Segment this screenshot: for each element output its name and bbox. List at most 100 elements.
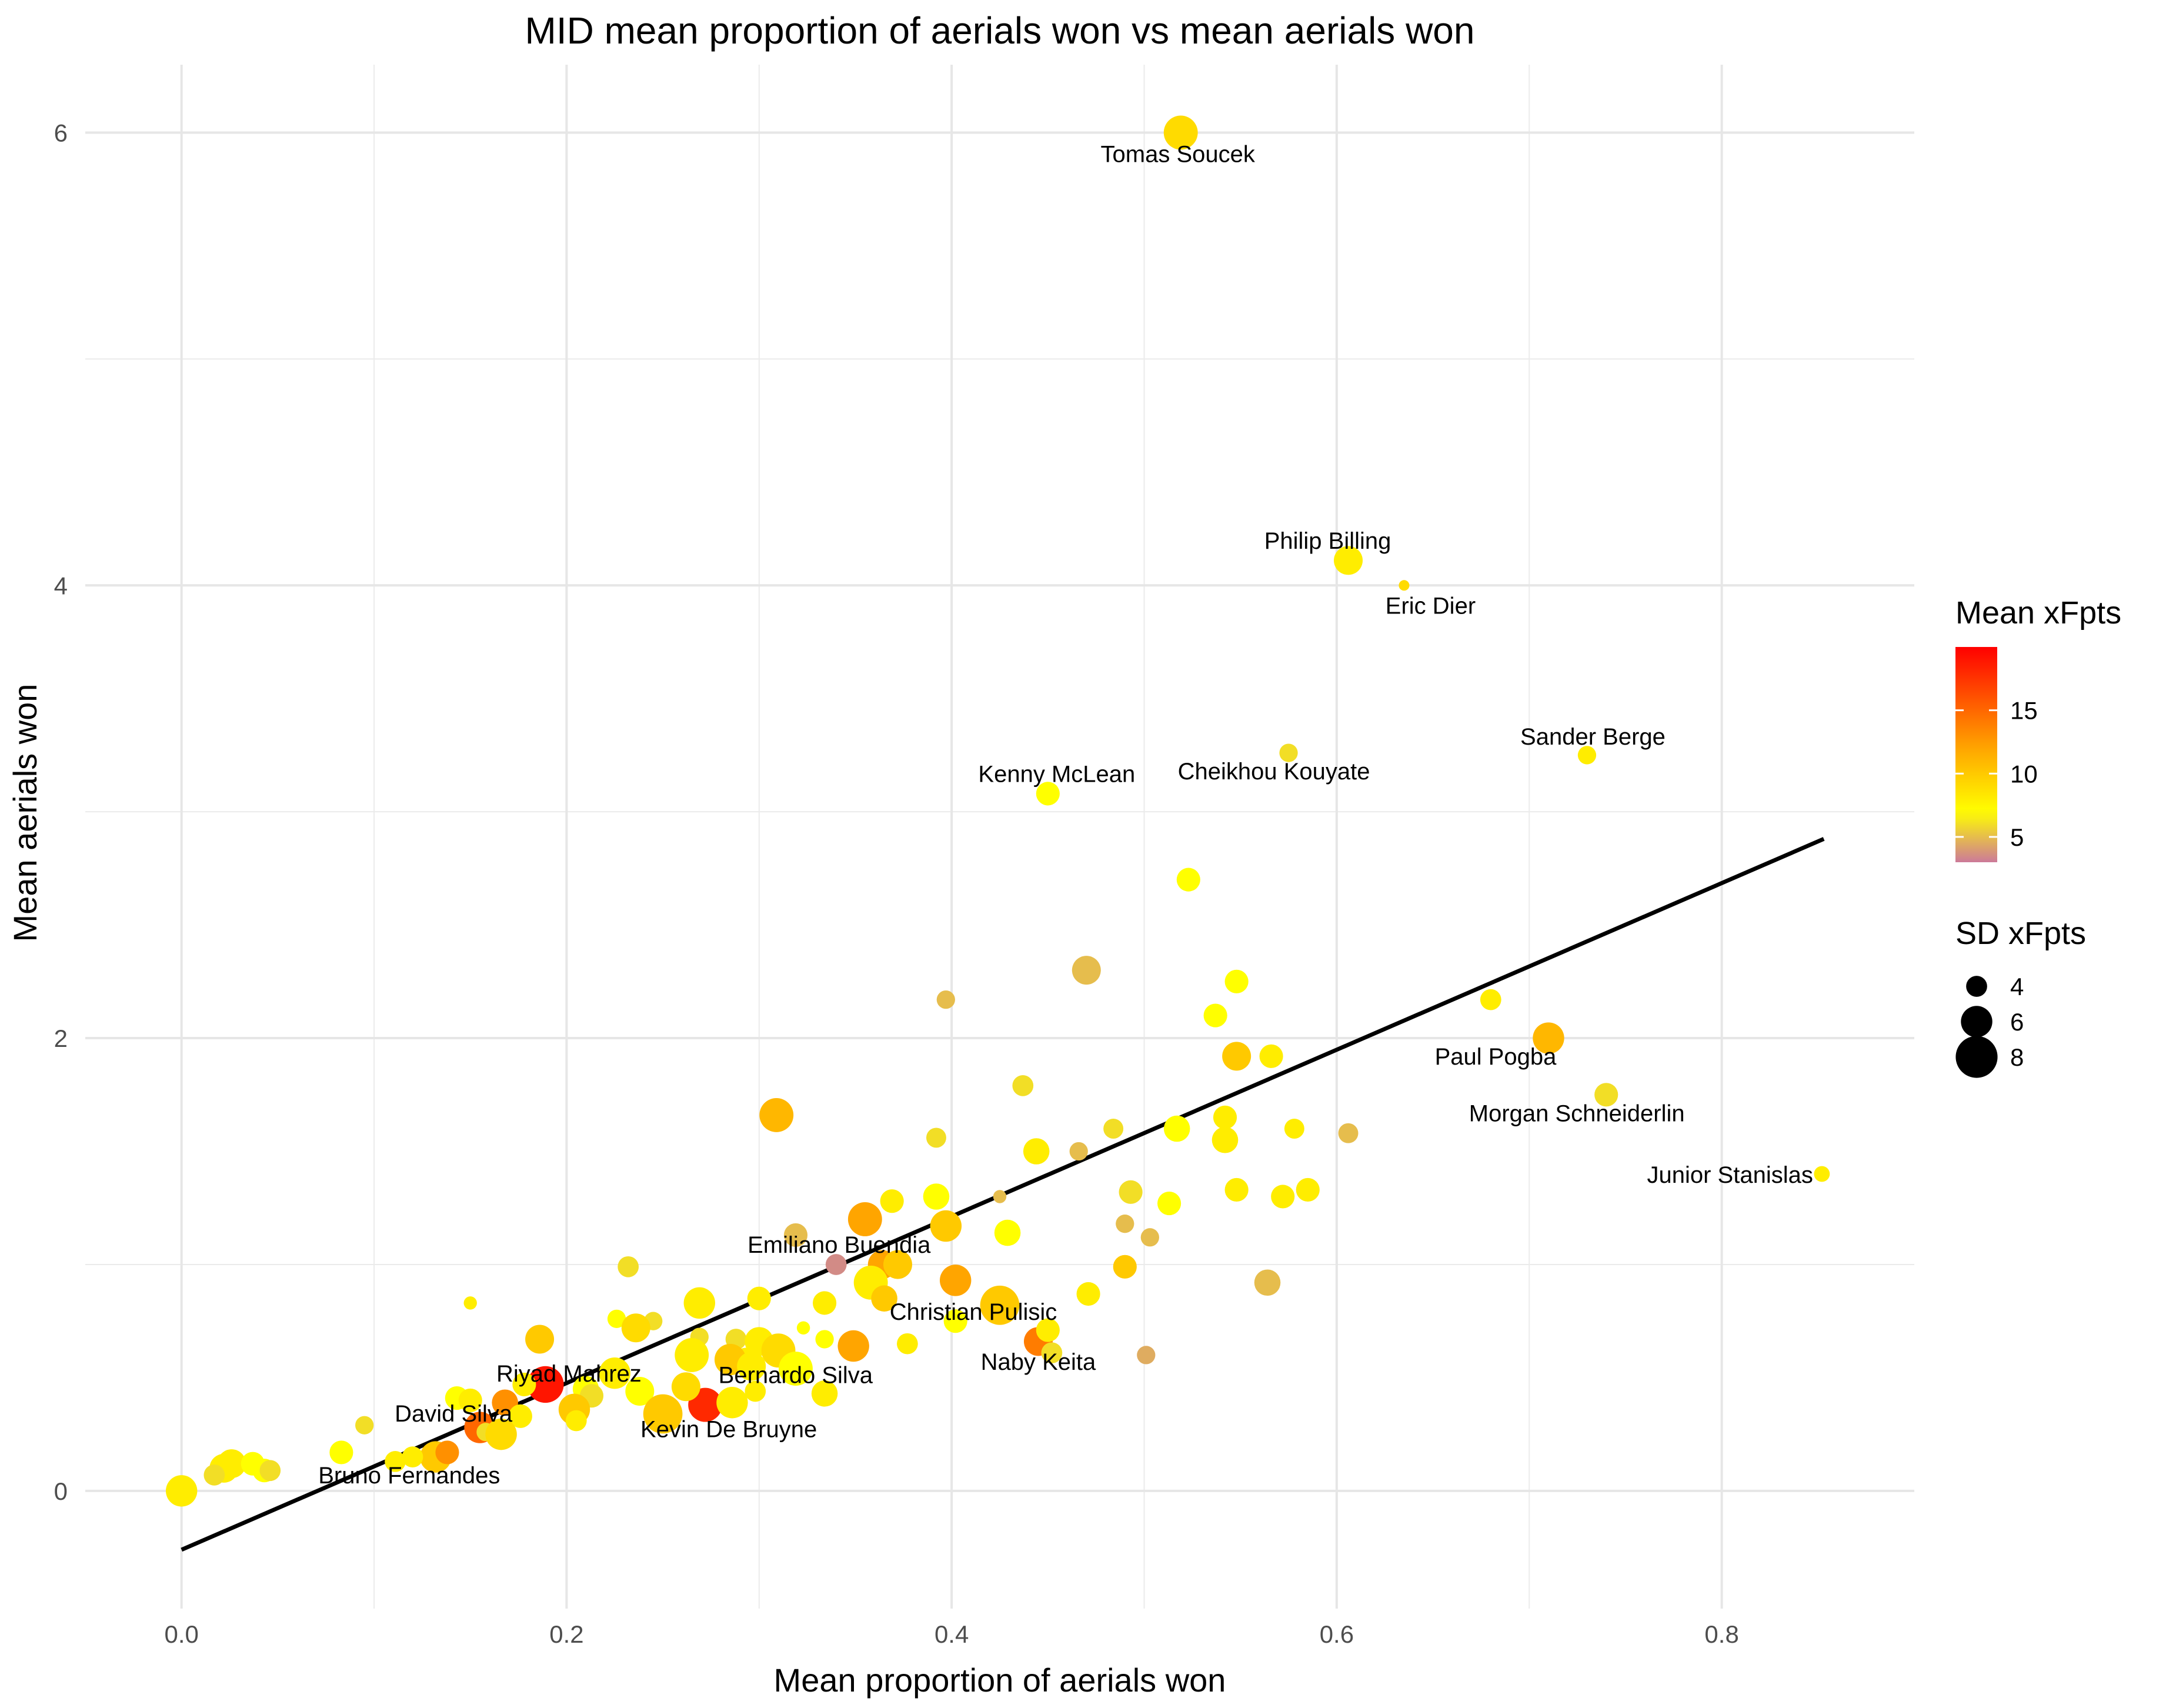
size-legend-label: 8	[2010, 1043, 2024, 1071]
point-label: Sander Berge	[1520, 724, 1666, 750]
data-point	[1814, 1166, 1830, 1182]
data-point	[943, 1309, 967, 1333]
data-point	[565, 1410, 587, 1432]
x-tick-label: 0.8	[1704, 1620, 1738, 1648]
point-label: Philip Billing	[1264, 528, 1391, 554]
size-legend: SD xFpts 4 6 8	[1955, 916, 2086, 1078]
data-point	[1533, 1022, 1564, 1054]
point-label: Riyad Mahrez	[496, 1361, 642, 1387]
x-tick-label: 0.0	[164, 1620, 198, 1648]
data-point	[1254, 1269, 1281, 1296]
colorbar-tick-label: 5	[2010, 823, 2024, 851]
data-point	[897, 1333, 918, 1355]
data-point	[435, 1440, 459, 1465]
data-point	[1069, 1142, 1088, 1161]
data-point	[621, 1313, 650, 1343]
y-tick-label: 6	[54, 119, 68, 146]
color-legend-bar	[1955, 647, 1997, 862]
data-point	[1116, 1215, 1134, 1233]
data-point	[1271, 1185, 1295, 1209]
data-point	[671, 1372, 700, 1402]
data-point	[1176, 868, 1200, 892]
data-point	[1284, 1119, 1304, 1139]
color-legend: Mean xFpts 5 10 15	[1955, 595, 2121, 862]
data-point	[926, 1127, 946, 1148]
data-point	[165, 1475, 198, 1507]
data-point	[625, 1376, 655, 1406]
point-label: Paul Pogba	[1435, 1044, 1557, 1070]
data-point	[1594, 1083, 1618, 1107]
data-point	[458, 1388, 482, 1412]
data-point	[463, 1296, 477, 1310]
data-point	[259, 1460, 281, 1482]
point-label: Tomas Soucek	[1101, 141, 1256, 167]
data-point	[825, 1254, 847, 1275]
data-point	[1203, 1003, 1227, 1028]
data-point	[203, 1465, 225, 1486]
data-point	[607, 1309, 626, 1328]
x-tick-label: 0.4	[935, 1620, 969, 1648]
data-point	[1213, 1105, 1237, 1129]
data-point	[1399, 580, 1410, 591]
data-point	[1222, 1042, 1251, 1071]
point-label: David Silva	[395, 1401, 513, 1427]
point-label: Eric Dier	[1386, 593, 1476, 619]
data-point	[1072, 956, 1101, 985]
point-label: Morgan Schneiderlin	[1469, 1100, 1685, 1126]
data-point	[930, 1210, 962, 1242]
point-label: Emiliano Buendia	[747, 1232, 931, 1258]
data-point	[1577, 746, 1597, 765]
data-point	[329, 1440, 353, 1465]
colorbar-tick-label: 10	[2010, 760, 2038, 788]
data-point	[993, 1190, 1007, 1203]
data-point	[1036, 782, 1060, 806]
data-point	[883, 1250, 912, 1279]
data-point	[813, 1291, 837, 1315]
data-point	[939, 1265, 972, 1296]
data-point	[675, 1337, 709, 1372]
x-axis-title: Mean proportion of aerials won	[774, 1662, 1226, 1699]
size-legend-label: 4	[2010, 973, 2024, 1000]
data-point	[871, 1285, 897, 1312]
data-point	[923, 1183, 950, 1210]
data-point	[737, 1352, 766, 1381]
data-point	[745, 1380, 766, 1402]
data-point	[1259, 1044, 1283, 1068]
size-legend-label: 6	[2010, 1008, 2024, 1036]
data-point	[779, 1352, 813, 1386]
data-point	[355, 1416, 374, 1435]
x-tick-label: 0.6	[1320, 1620, 1354, 1648]
point-label: Christian Pulisic	[890, 1299, 1057, 1325]
point-label: Junior Stanislas	[1647, 1162, 1813, 1188]
y-tick-label: 2	[54, 1025, 68, 1052]
size-legend-dot	[1966, 976, 1987, 997]
data-point	[716, 1387, 748, 1419]
data-point	[815, 1330, 834, 1349]
data-point	[847, 1202, 882, 1236]
data-point	[1036, 1318, 1060, 1342]
data-point	[1296, 1177, 1320, 1202]
colorbar-tick-label: 15	[2010, 697, 2038, 725]
data-point	[525, 1325, 555, 1354]
point-label: Bernardo Silva	[719, 1363, 873, 1389]
data-point	[1140, 1228, 1159, 1247]
data-point	[1113, 1255, 1137, 1279]
data-point	[936, 990, 955, 1009]
data-point	[1279, 743, 1298, 762]
size-legend-dot	[1955, 1036, 1998, 1078]
data-point	[402, 1446, 423, 1467]
data-point	[527, 1366, 564, 1403]
data-points	[165, 115, 1830, 1507]
data-point	[512, 1372, 536, 1397]
data-point	[1157, 1191, 1182, 1216]
x-axis-ticks: 0.0 0.2 0.4 0.6 0.8	[164, 1620, 1738, 1648]
data-point	[837, 1330, 869, 1362]
data-point	[783, 1223, 808, 1247]
data-point	[1163, 115, 1198, 150]
data-point	[880, 1189, 904, 1213]
size-legend-dot	[1961, 1006, 1993, 1038]
color-legend-title: Mean xFpts	[1955, 595, 2121, 631]
y-axis-title: Mean aerials won	[6, 684, 44, 942]
